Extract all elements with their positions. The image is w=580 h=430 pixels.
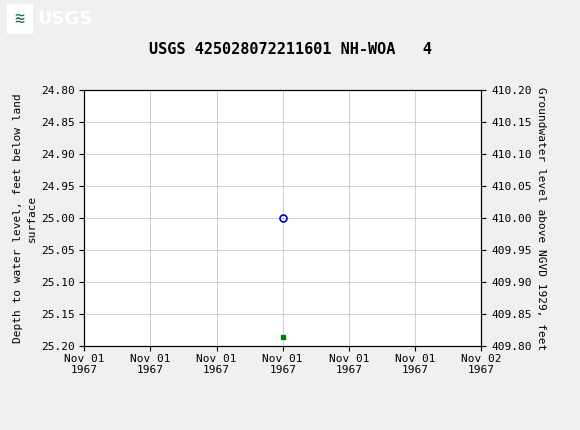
Y-axis label: Groundwater level above NGVD 1929, feet: Groundwater level above NGVD 1929, feet [535, 86, 546, 350]
Text: USGS: USGS [38, 10, 93, 28]
FancyBboxPatch shape [7, 4, 33, 34]
Y-axis label: Depth to water level, feet below land
surface: Depth to water level, feet below land su… [13, 93, 37, 343]
Text: ≋: ≋ [14, 10, 25, 28]
Text: USGS 425028072211601 NH-WOA   4: USGS 425028072211601 NH-WOA 4 [148, 42, 432, 57]
